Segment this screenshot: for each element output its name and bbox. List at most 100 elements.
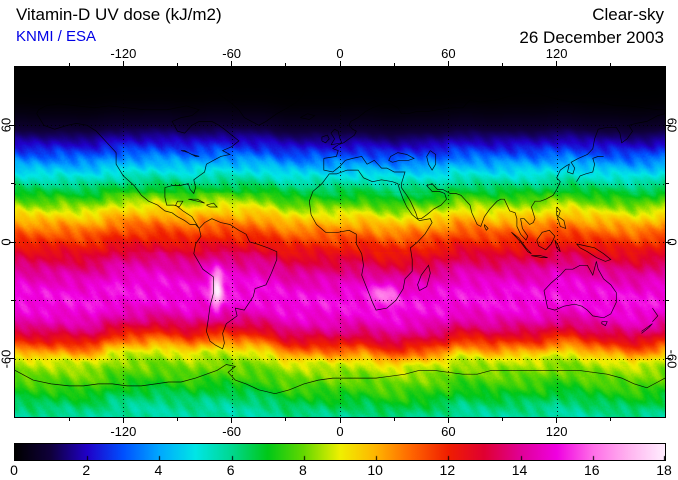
coastline-path (554, 239, 561, 252)
coastline-path (601, 321, 608, 327)
x-axis-label-top: 120 (545, 46, 568, 61)
coastline-path (388, 152, 415, 163)
coastline-path (308, 169, 433, 311)
x-tick-minor (610, 418, 612, 421)
coastline-path (193, 218, 278, 350)
coastline-path (576, 243, 612, 262)
date-label: 26 December 2003 (519, 28, 664, 47)
colorbar-tick-label: 14 (511, 462, 528, 478)
grid-line-lon-120 (556, 67, 558, 417)
coastline-path (36, 103, 240, 229)
x-tick-minor (393, 63, 395, 66)
coastlines-overlay (15, 80, 665, 395)
colorbar-tick-label: 10 (367, 462, 383, 478)
coastline-path (484, 224, 489, 231)
credit-link[interactable]: KNMI / ESA (16, 28, 97, 45)
colorbar-tick-label: 6 (226, 462, 235, 478)
coastline-path (15, 364, 665, 395)
x-tick-major (231, 418, 233, 423)
x-tick-minor (68, 418, 70, 421)
x-axis-label-top: 60 (441, 46, 456, 61)
x-tick-major (122, 61, 124, 66)
x-tick-minor (285, 63, 287, 66)
grid-line-lon--60 (231, 67, 233, 417)
coastline-path (206, 202, 218, 208)
x-axis-label-top: -120 (110, 46, 137, 61)
x-tick-major (339, 61, 341, 66)
y-tick-minor (666, 183, 669, 185)
coastline-path (536, 229, 556, 251)
x-tick-minor (502, 63, 503, 66)
colorbar-frame (14, 443, 666, 461)
map-frame (14, 66, 666, 418)
coastline-path (181, 150, 200, 157)
coastline-path (321, 134, 330, 144)
colorbar-tick-label: 16 (583, 462, 600, 478)
x-tick-minor (68, 63, 70, 66)
x-tick-major (447, 61, 449, 66)
x-tick-major (122, 418, 124, 423)
colorbar-tick-label: 2 (82, 462, 91, 478)
coastline-path (323, 91, 665, 241)
x-tick-minor (177, 63, 178, 66)
x-tick-minor (393, 418, 395, 421)
coastline-path (641, 323, 653, 334)
y-tick-minor (666, 299, 669, 301)
x-axis-label-bottom: -60 (222, 424, 242, 439)
x-axis-label-bottom: 120 (545, 424, 568, 439)
x-tick-major (231, 61, 233, 66)
grid-line-lon-0 (340, 67, 341, 417)
colorbar-tick-label: 8 (298, 462, 307, 478)
colorbar-tick-label: 18 (656, 462, 672, 478)
y-axis-label-right: 60 (664, 118, 678, 133)
x-tick-minor (177, 418, 178, 421)
x-axis-label-bottom: -120 (110, 424, 137, 439)
sky-condition-label: Clear-sky (592, 5, 664, 24)
coastline-path (300, 113, 316, 120)
x-axis-label-top: 0 (336, 46, 344, 61)
y-tick-major (9, 241, 14, 243)
y-tick-minor (11, 183, 14, 185)
y-axis-label-left: -60 (0, 349, 14, 369)
x-axis-label-bottom: 0 (336, 424, 344, 439)
coastline-path (417, 264, 431, 291)
coastline-path (330, 128, 343, 146)
coastline-path (576, 156, 604, 182)
grid-line-lon-60 (448, 67, 450, 417)
colorbar-tick-label: 0 (10, 462, 18, 478)
y-axis-label-left: 0 (0, 238, 14, 246)
y-tick-major (666, 124, 671, 126)
y-tick-major (9, 124, 14, 126)
y-tick-major (9, 358, 14, 360)
y-axis-label-right: -60 (664, 349, 678, 369)
colorbar-tick-label: 4 (154, 462, 163, 478)
y-tick-minor (11, 299, 14, 301)
x-tick-major (339, 418, 341, 423)
y-tick-major (666, 358, 671, 360)
y-tick-major (666, 241, 671, 243)
x-tick-minor (285, 418, 287, 421)
colorbar-tick-label: 12 (439, 462, 456, 478)
x-tick-major (556, 61, 558, 66)
grid-line-lon--120 (123, 67, 125, 417)
coastline-path (218, 80, 307, 126)
coastline-path (426, 150, 437, 171)
coastline-path (188, 198, 205, 204)
coastline-path (556, 206, 567, 229)
x-axis-label-top: -60 (222, 46, 242, 61)
x-tick-minor (502, 418, 503, 421)
colorbar (15, 444, 665, 460)
x-axis-label-bottom: 60 (441, 424, 456, 439)
x-tick-major (447, 418, 449, 423)
coastline-path (652, 307, 659, 322)
x-tick-minor (610, 63, 612, 66)
x-tick-major (556, 418, 558, 423)
grid-lines (15, 67, 665, 417)
y-axis-label-left: 60 (0, 118, 14, 133)
coastline-path (543, 261, 617, 319)
coastline-path (531, 255, 548, 258)
y-axis-label-right: 0 (664, 238, 678, 246)
page-title: Vitamin-D UV dose (kJ/m2) (16, 5, 222, 24)
coastline-path (511, 232, 532, 255)
